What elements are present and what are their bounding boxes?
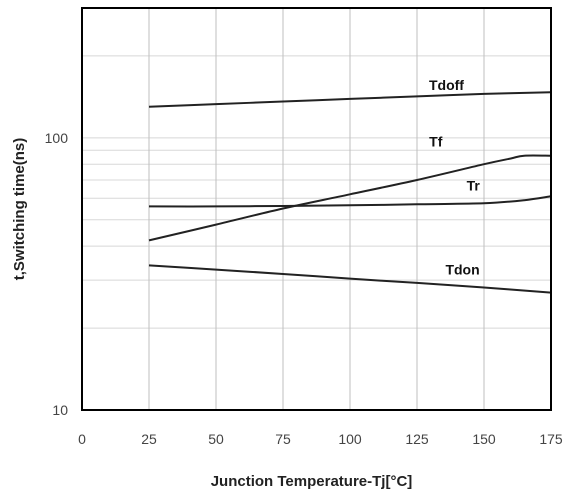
series-label-tr: Tr (467, 178, 481, 194)
series-label-tdoff: Tdoff (429, 77, 464, 93)
series-line-tr (148, 195, 552, 208)
y-tick-label: 100 (45, 130, 69, 146)
x-tick-label: 175 (539, 431, 563, 447)
y-tick-label: 10 (52, 402, 68, 418)
x-tick-label: 50 (208, 431, 224, 447)
grid (82, 8, 551, 410)
x-tick-label: 75 (275, 431, 291, 447)
x-axis-title: Junction Temperature-Tj[°C] (211, 473, 413, 490)
x-tick-label: 125 (405, 431, 429, 447)
x-tick-label: 25 (141, 431, 157, 447)
x-tick-label: 150 (472, 431, 496, 447)
series-line-tdoff (148, 91, 552, 108)
series-lines (148, 91, 552, 294)
tick-labels: 0 25 50 75 100 125 150 175 10 100 (45, 130, 563, 447)
series-labels: Tdoff Tf Tr Tdon (429, 77, 480, 277)
y-axis-title: t,Switching time(ns) (11, 138, 28, 281)
series-line-tf (148, 154, 552, 242)
series-label-tdon: Tdon (445, 261, 479, 277)
series-line-tdon (148, 264, 552, 294)
plot-frame (81, 7, 552, 411)
series-label-tf: Tf (429, 133, 443, 149)
x-tick-label: 0 (78, 431, 86, 447)
x-tick-label: 100 (338, 431, 362, 447)
